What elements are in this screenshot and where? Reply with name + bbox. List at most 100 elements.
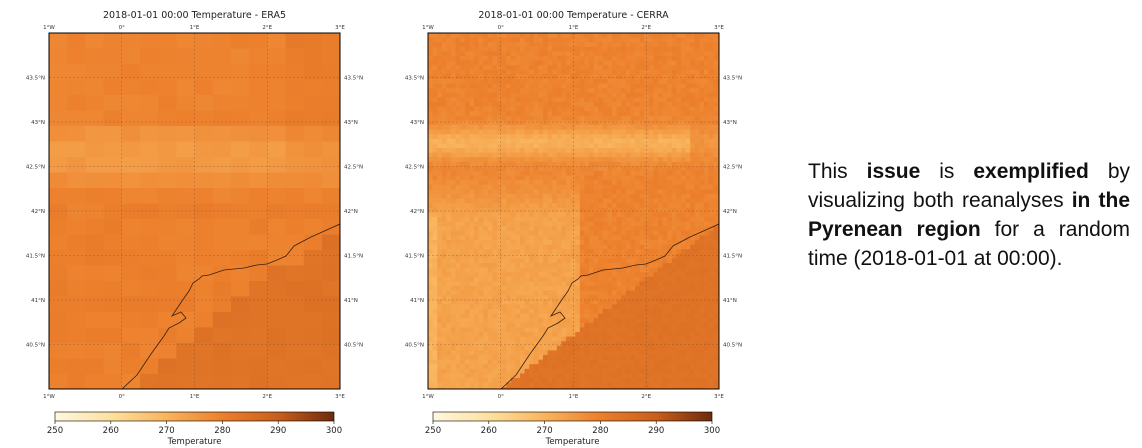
cerra-cell-861 [561, 92, 567, 98]
cerra-cell-4110 [492, 327, 498, 333]
cerra-cell-4091 [699, 322, 705, 328]
cerra-cell-4081 [653, 322, 659, 328]
cerra-cell-3664 [501, 295, 507, 301]
cerra-temperature-cells [428, 33, 719, 389]
cerra-cell-3455 [717, 276, 719, 282]
cerra-cell-1834 [621, 161, 627, 167]
cerra-cell-2363 [699, 198, 705, 204]
cerra-cell-2368 [428, 203, 433, 209]
cerra-cell-2488 [685, 207, 691, 213]
cerra-cell-3323 [699, 267, 705, 273]
cerra-cell-3264 [428, 267, 433, 273]
cerra-cell-2366 [713, 198, 719, 204]
cerra-cell-2652 [556, 221, 562, 227]
cerra-cell-3860 [520, 309, 525, 314]
cerra-cell-1584 [648, 143, 654, 149]
cerra-cell-379 [699, 56, 705, 61]
cerra-cell-2339 [589, 198, 594, 204]
cerra-cell-1858 [437, 166, 443, 172]
cerra-cell-2657 [579, 221, 585, 227]
cerra-cell-1744 [501, 157, 507, 163]
cerra-cell-2357 [671, 198, 677, 204]
cerra-cell-4471 [681, 350, 686, 356]
cerra-cell-4156 [704, 327, 709, 333]
cerra-cell-2764 [483, 230, 489, 236]
cerra-cell-3866 [547, 309, 553, 314]
cerra-cell-2846 [566, 235, 571, 241]
cerra-cell-3445 [671, 276, 677, 282]
cerra-cell-3084 [483, 253, 489, 259]
era5-cell-37 [140, 64, 159, 80]
cerra-cell-2644 [520, 221, 525, 227]
cerra-cell-3464 [464, 281, 470, 287]
cerra-cell-1774 [639, 157, 645, 163]
cerra-cell-217 [543, 46, 548, 52]
cerra-cell-3443 [662, 276, 668, 282]
cerra-cell-1071 [644, 106, 650, 112]
cerra-cell-3412 [520, 276, 525, 282]
cerra-cell-549 [598, 69, 604, 75]
cerra-cell-1419 [478, 134, 484, 140]
cerra-cell-721 [506, 83, 512, 89]
cerra-cell-971 [478, 102, 484, 107]
cerra-cell-3899 [699, 309, 705, 314]
cerra-cell-2402 [584, 203, 590, 209]
cerra-cell-261 [451, 51, 456, 57]
cerra-cell-1754 [547, 157, 553, 163]
cerra-cell-2603 [625, 217, 631, 222]
cerra-cell-1442 [584, 134, 590, 140]
cerra-cell-2982 [602, 244, 608, 250]
cerra-cell-2990 [639, 244, 645, 250]
cerra-cell-1268 [667, 120, 673, 126]
cerra-cell-2543 [644, 212, 650, 218]
cerra-cell-1030 [455, 106, 461, 112]
cerra-cell-4510 [566, 355, 571, 360]
cerra-cell-4367 [497, 345, 502, 351]
cerra-cell-3372 [630, 272, 636, 278]
cerra-cell-1468 [704, 134, 709, 140]
cerra-cell-942 [639, 97, 645, 103]
cerra-cell-196 [446, 46, 452, 52]
cerra-cell-764 [704, 83, 709, 89]
cerra-cell-3494 [602, 281, 608, 287]
era5-cell-312 [194, 327, 214, 344]
cerra-cell-3056 [648, 249, 654, 255]
cerra-cell-962 [437, 102, 443, 107]
cerra-cell-3687 [607, 295, 613, 301]
cerra-cell-887 [681, 92, 686, 98]
cerra-cell-3055 [644, 249, 650, 255]
cerra-cell-2509 [487, 212, 493, 218]
cerra-cell-1995 [478, 175, 484, 181]
cerra-cell-3611 [552, 290, 558, 296]
era5-cell-358 [158, 374, 177, 389]
cerra-cell-4123 [552, 327, 558, 333]
cerra-cell-1681 [506, 152, 512, 158]
cerra-cell-2045 [708, 175, 714, 181]
cerra-cell-3122 [658, 253, 663, 259]
cerra-cell-988 [556, 102, 562, 107]
cerra-cell-1947 [552, 171, 558, 176]
cerra-cell-464 [501, 65, 507, 71]
cerra-cell-605 [561, 74, 567, 80]
cerra-cell-3389 [708, 272, 714, 278]
cerra-cell-1714 [658, 152, 663, 158]
cerra-cell-3533 [487, 286, 493, 291]
cerra-cell-1461 [671, 134, 677, 140]
cerra-cell-3859 [515, 309, 521, 314]
cerra-cell-2792 [612, 230, 617, 236]
cerra-cell-4408 [685, 345, 691, 351]
cerra-cell-4093 [708, 322, 714, 328]
cerra-cell-1836 [630, 161, 636, 167]
cerra-cell-1409 [432, 134, 438, 140]
cerra-cell-3288 [538, 267, 544, 273]
cerra-cell-2335 [570, 198, 576, 204]
cerra-cell-386 [437, 60, 443, 66]
cerra-cell-2311 [460, 198, 466, 204]
cerra-cell-3942 [602, 313, 608, 319]
cerra-cell-1188 [593, 115, 599, 121]
cerra-cell-158 [566, 42, 571, 48]
cerra-cell-4523 [625, 355, 631, 360]
cerra-cell-1745 [506, 157, 512, 163]
cerra-cell-4021 [671, 318, 677, 324]
cerra-cell-664 [538, 79, 544, 84]
